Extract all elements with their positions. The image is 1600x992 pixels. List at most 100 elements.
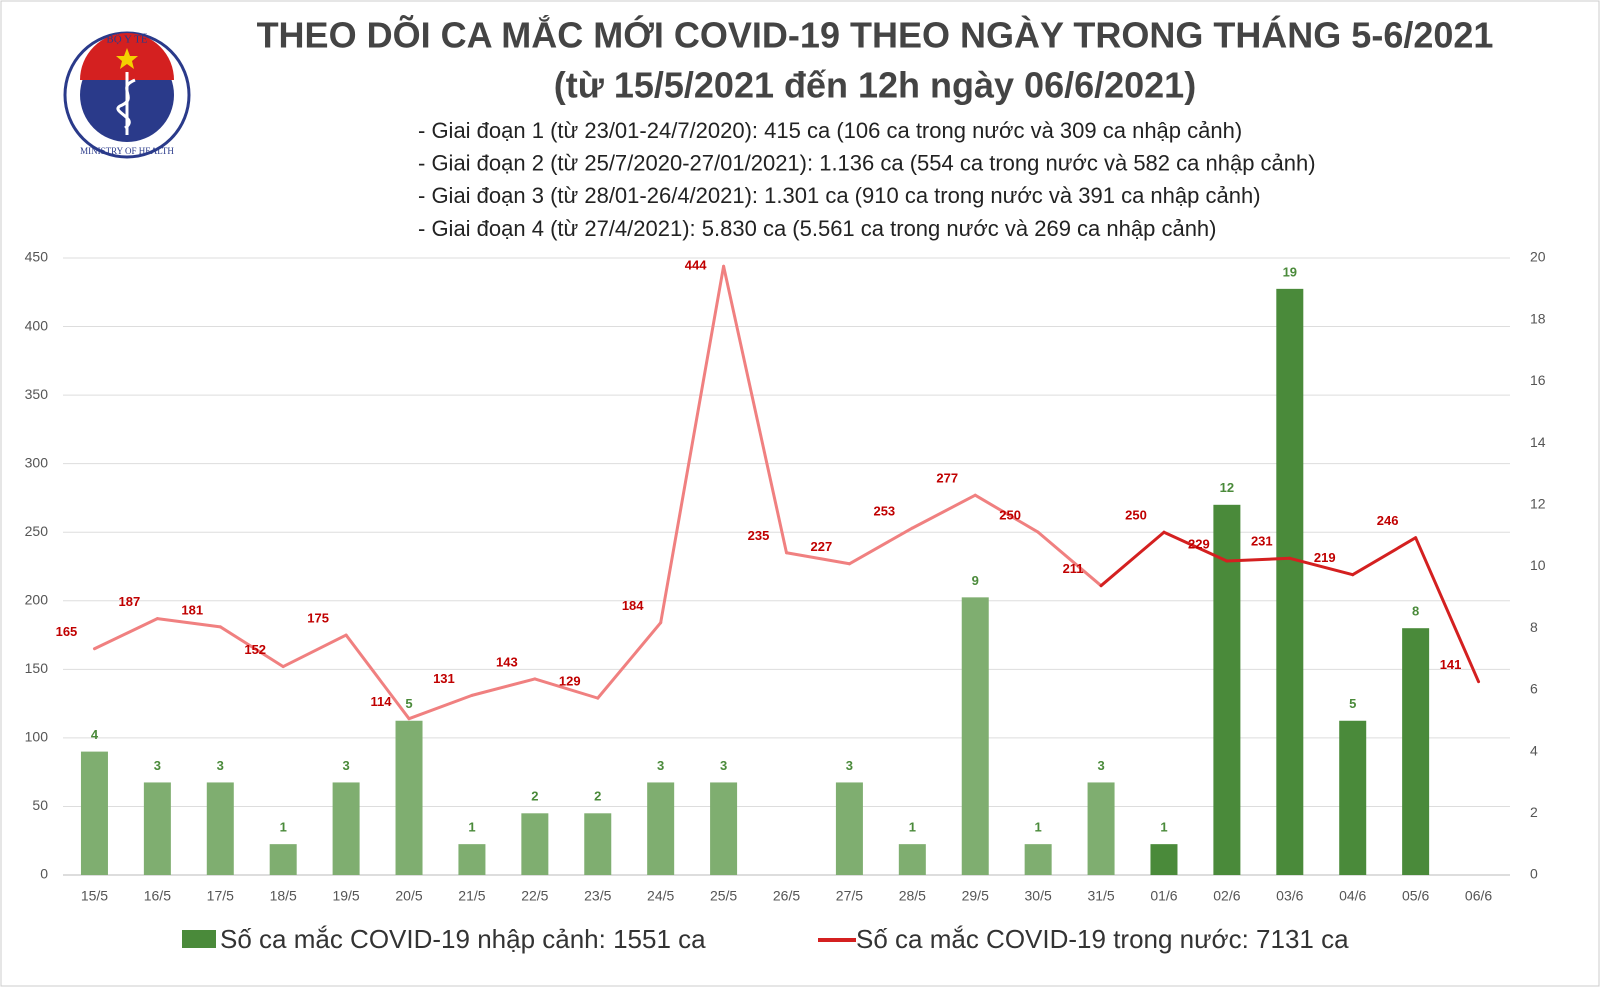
bar-label: 3 (720, 758, 727, 773)
line-label: 250 (999, 508, 1021, 523)
line-label: 235 (748, 528, 770, 543)
y-tick-label: 300 (25, 454, 49, 470)
bar (584, 813, 612, 875)
x-tick-label: 22/5 (521, 888, 548, 904)
line-segment (1288, 556, 1355, 577)
note: - Giai đoạn 2 (từ 25/7/2020-27/01/2021):… (418, 151, 1316, 176)
x-tick-label: 05/6 (1402, 888, 1429, 904)
x-tick-label: 03/6 (1276, 888, 1303, 904)
legend-label: Số ca mắc COVID-19 nhập cảnh: 1551 ca (220, 924, 706, 954)
line-label: 253 (873, 504, 895, 519)
y-tick-label: 150 (25, 660, 49, 676)
bar-label: 3 (1097, 758, 1104, 773)
bar (961, 597, 989, 875)
note: - Giai đoạn 4 (từ 27/4/2021): 5.830 ca (… (418, 216, 1217, 241)
bar-label: 3 (154, 758, 161, 773)
x-tick-label: 15/5 (81, 888, 108, 904)
bar-label: 5 (1349, 696, 1356, 711)
bar (332, 782, 360, 875)
y2-tick-label: 2 (1530, 804, 1538, 820)
y-tick-label: 0 (40, 866, 48, 882)
x-tick-label: 23/5 (584, 888, 611, 904)
y2-tick-label: 6 (1530, 681, 1538, 697)
bar-label: 12 (1220, 480, 1234, 495)
chart-title: THEO DÕI CA MẮC MỚI COVID-19 THEO NGÀY T… (257, 14, 1494, 56)
bar (458, 844, 486, 875)
x-tick-label: 29/5 (962, 888, 989, 904)
bar (1276, 288, 1304, 876)
line-segment (1351, 536, 1418, 577)
line-segment (722, 264, 788, 555)
x-tick-label: 28/5 (899, 888, 926, 904)
line-label: 227 (811, 539, 833, 554)
line-label: 114 (371, 694, 393, 709)
line-label: 211 (1063, 561, 1084, 576)
x-tick-label: 04/6 (1339, 888, 1366, 904)
line-label: 181 (181, 602, 203, 617)
x-tick-label: 21/5 (458, 888, 485, 904)
line-label: 277 (936, 471, 958, 486)
x-tick-label: 30/5 (1025, 888, 1052, 904)
y2-tick-label: 20 (1530, 249, 1546, 265)
bar (1339, 720, 1367, 875)
bar-label: 3 (217, 758, 224, 773)
line-segment (1225, 556, 1292, 563)
x-tick-label: 25/5 (710, 888, 737, 904)
line-label: 129 (559, 674, 581, 689)
y2-tick-label: 16 (1530, 372, 1546, 388)
line-segment (1099, 530, 1166, 588)
line-segment (910, 493, 977, 530)
y2-tick-label: 10 (1530, 557, 1546, 573)
y-tick-label: 100 (25, 729, 49, 745)
y2-tick-label: 18 (1530, 310, 1546, 326)
bar (521, 813, 549, 875)
bar (269, 844, 297, 875)
line-segment (533, 677, 600, 700)
line-segment (92, 617, 159, 651)
x-tick-label: 02/6 (1213, 888, 1240, 904)
note: - Giai đoạn 3 (từ 28/01-26/4/2021): 1.30… (418, 183, 1261, 208)
bar-label: 3 (846, 758, 853, 773)
line-segment (281, 633, 348, 669)
bar-label: 9 (972, 573, 979, 588)
line-segment (596, 621, 663, 700)
line-segment (973, 493, 1040, 534)
bar-label: 1 (468, 820, 475, 835)
y2-tick-label: 4 (1530, 742, 1538, 758)
y2-tick-label: 0 (1530, 866, 1538, 882)
line-label: 152 (244, 642, 266, 657)
x-tick-label: 19/5 (332, 888, 359, 904)
line-label: 444 (685, 258, 707, 273)
bar (1402, 628, 1430, 875)
y2-tick-label: 12 (1530, 496, 1546, 512)
y-tick-label: 50 (32, 797, 48, 813)
line-label: 143 (496, 654, 518, 669)
line-segment (659, 264, 726, 625)
line-segment (847, 526, 914, 566)
line-segment (785, 551, 851, 566)
bar-label: 19 (1283, 264, 1297, 279)
line-segment (407, 693, 474, 721)
chart-subtitle: (từ 15/5/2021 đến 12h ngày 06/6/2021) (554, 65, 1196, 106)
bar-label: 1 (1035, 820, 1042, 835)
line-segment (218, 625, 285, 669)
logo-bottom: MINISTRY OF HEALTH (80, 146, 174, 156)
y-tick-label: 350 (25, 386, 49, 402)
logo-star (116, 48, 138, 69)
y2-tick-label: 8 (1530, 619, 1538, 635)
legend-swatch (182, 930, 216, 948)
x-tick-label: 31/5 (1087, 888, 1114, 904)
line-label: 165 (56, 624, 78, 639)
logo: BỘ Y TẾ MINISTRY OF HEALTH (63, 31, 191, 159)
x-tick-label: 06/6 (1465, 888, 1492, 904)
x-tick-label: 16/5 (144, 888, 171, 904)
line-label: 184 (622, 598, 644, 613)
bar-label: 1 (909, 820, 916, 835)
line-label: 141 (1440, 657, 1462, 672)
x-tick-label: 24/5 (647, 888, 674, 904)
bar (1087, 782, 1115, 875)
line-segment (470, 677, 537, 697)
line-segment (1162, 530, 1229, 563)
bar (206, 782, 234, 875)
